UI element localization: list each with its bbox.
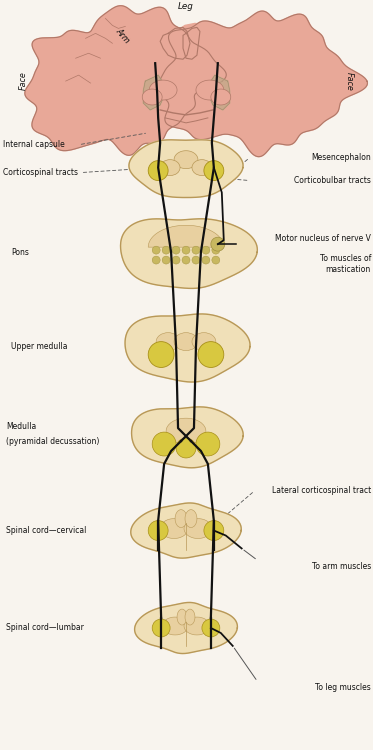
- Text: Mesencephalon: Mesencephalon: [311, 153, 371, 162]
- Polygon shape: [25, 6, 226, 155]
- Polygon shape: [196, 80, 224, 100]
- Ellipse shape: [185, 510, 197, 527]
- Text: Face: Face: [345, 72, 354, 91]
- Circle shape: [198, 341, 224, 368]
- Circle shape: [152, 619, 170, 637]
- Text: (pyramidal decussation): (pyramidal decussation): [6, 436, 99, 445]
- Circle shape: [212, 246, 220, 254]
- Text: Corticobulbar tracts: Corticobulbar tracts: [294, 176, 371, 185]
- Ellipse shape: [156, 333, 180, 350]
- Circle shape: [204, 520, 224, 541]
- Polygon shape: [135, 602, 237, 653]
- Circle shape: [182, 246, 190, 254]
- Text: Lateral corticospinal tract: Lateral corticospinal tract: [272, 486, 371, 495]
- Ellipse shape: [184, 617, 210, 635]
- Circle shape: [192, 256, 200, 264]
- Polygon shape: [155, 23, 220, 63]
- Circle shape: [148, 160, 168, 181]
- Text: Pons: Pons: [11, 248, 29, 256]
- Circle shape: [152, 246, 160, 254]
- Circle shape: [172, 256, 180, 264]
- Text: Medulla: Medulla: [6, 422, 36, 430]
- Ellipse shape: [185, 609, 195, 625]
- Circle shape: [202, 246, 210, 254]
- Ellipse shape: [175, 510, 187, 527]
- Ellipse shape: [184, 518, 212, 538]
- Text: Leg: Leg: [178, 2, 194, 11]
- Ellipse shape: [162, 617, 188, 635]
- Circle shape: [162, 256, 170, 264]
- Polygon shape: [125, 314, 250, 382]
- Ellipse shape: [192, 333, 216, 350]
- Polygon shape: [148, 225, 224, 248]
- Text: Arm: Arm: [114, 26, 131, 44]
- Text: Internal capsule: Internal capsule: [3, 140, 65, 149]
- Circle shape: [172, 246, 180, 254]
- Polygon shape: [208, 75, 230, 110]
- Ellipse shape: [192, 160, 212, 176]
- Circle shape: [176, 438, 196, 458]
- Circle shape: [152, 256, 160, 264]
- Circle shape: [196, 432, 220, 456]
- Text: Spinal cord—lumbar: Spinal cord—lumbar: [6, 623, 84, 632]
- Polygon shape: [149, 80, 177, 100]
- Text: Upper medulla: Upper medulla: [11, 342, 68, 351]
- Polygon shape: [211, 89, 231, 105]
- Text: Face: Face: [18, 72, 28, 91]
- Text: Spinal cord—cervical: Spinal cord—cervical: [6, 526, 87, 535]
- Circle shape: [148, 341, 174, 368]
- Circle shape: [204, 160, 224, 181]
- Polygon shape: [157, 11, 367, 157]
- Polygon shape: [131, 503, 241, 558]
- Circle shape: [202, 619, 220, 637]
- Ellipse shape: [166, 419, 206, 444]
- Polygon shape: [120, 219, 257, 289]
- Text: Corticospinal tracts: Corticospinal tracts: [3, 168, 78, 177]
- Ellipse shape: [160, 518, 188, 538]
- Circle shape: [182, 256, 190, 264]
- Ellipse shape: [177, 609, 187, 625]
- Polygon shape: [160, 28, 190, 59]
- Text: To muscles of
mastication: To muscles of mastication: [320, 254, 371, 274]
- Polygon shape: [174, 151, 198, 169]
- Polygon shape: [183, 28, 200, 59]
- Circle shape: [192, 246, 200, 254]
- Polygon shape: [129, 140, 243, 197]
- Circle shape: [162, 246, 170, 254]
- Text: Motor nucleus of nerve V: Motor nucleus of nerve V: [275, 234, 371, 243]
- Circle shape: [148, 520, 168, 541]
- Polygon shape: [142, 89, 162, 105]
- Circle shape: [202, 256, 210, 264]
- Ellipse shape: [160, 160, 180, 176]
- Circle shape: [212, 256, 220, 264]
- Text: To arm muscles: To arm muscles: [312, 562, 371, 571]
- Polygon shape: [143, 75, 165, 110]
- Circle shape: [211, 237, 225, 251]
- Circle shape: [152, 432, 176, 456]
- Polygon shape: [132, 407, 243, 468]
- Text: To leg muscles: To leg muscles: [315, 683, 371, 692]
- Ellipse shape: [174, 333, 198, 350]
